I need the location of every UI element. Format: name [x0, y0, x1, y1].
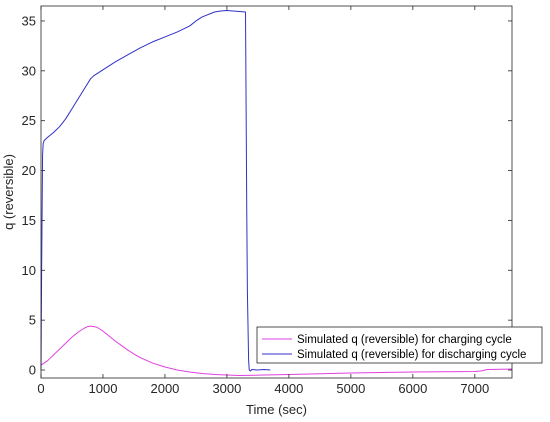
legend: Simulated q (reversible) for charging cy…	[256, 326, 543, 364]
x-tick-label: 5000	[336, 381, 365, 396]
y-tick-label: 10	[22, 263, 36, 278]
x-tick-label: 2000	[150, 381, 179, 396]
legend-box	[256, 326, 543, 364]
series-line-charging	[40, 325, 513, 377]
tick-layer: 0 1000 2000 3000 4000 5000 6000 7000 0 5 10 15 20 25 3…	[22, 6, 512, 396]
y-axis-label: q (reversible)	[1, 154, 16, 230]
x-tick-label: 4000	[274, 381, 303, 396]
y-tick-label: 15	[22, 213, 36, 228]
x-tick-label: 3000	[212, 381, 241, 396]
y-tick-label: 30	[22, 63, 36, 78]
x-tick-label: 0	[37, 381, 44, 396]
x-tick-label: 6000	[398, 381, 427, 396]
y-tick-label: 20	[22, 163, 36, 178]
x-tick-label: 7000	[460, 381, 489, 396]
legend-label-charging: Simulated q (reversible) for charging cy…	[297, 334, 512, 346]
plot-area	[41, 6, 512, 378]
plot-frame	[40, 5, 513, 379]
y-tick-label: 0	[29, 363, 36, 378]
series-layer	[40, 9, 513, 377]
y-tick-label: 25	[22, 113, 36, 128]
legend-label-discharging: Simulated q (reversible) for discharging…	[297, 349, 526, 361]
y-tick-label: 35	[22, 13, 36, 28]
series-line-discharging	[40, 9, 271, 372]
x-axis-label: Time (sec)	[246, 402, 307, 417]
x-tick-label: 1000	[89, 381, 118, 396]
y-tick-label: 5	[29, 313, 36, 328]
